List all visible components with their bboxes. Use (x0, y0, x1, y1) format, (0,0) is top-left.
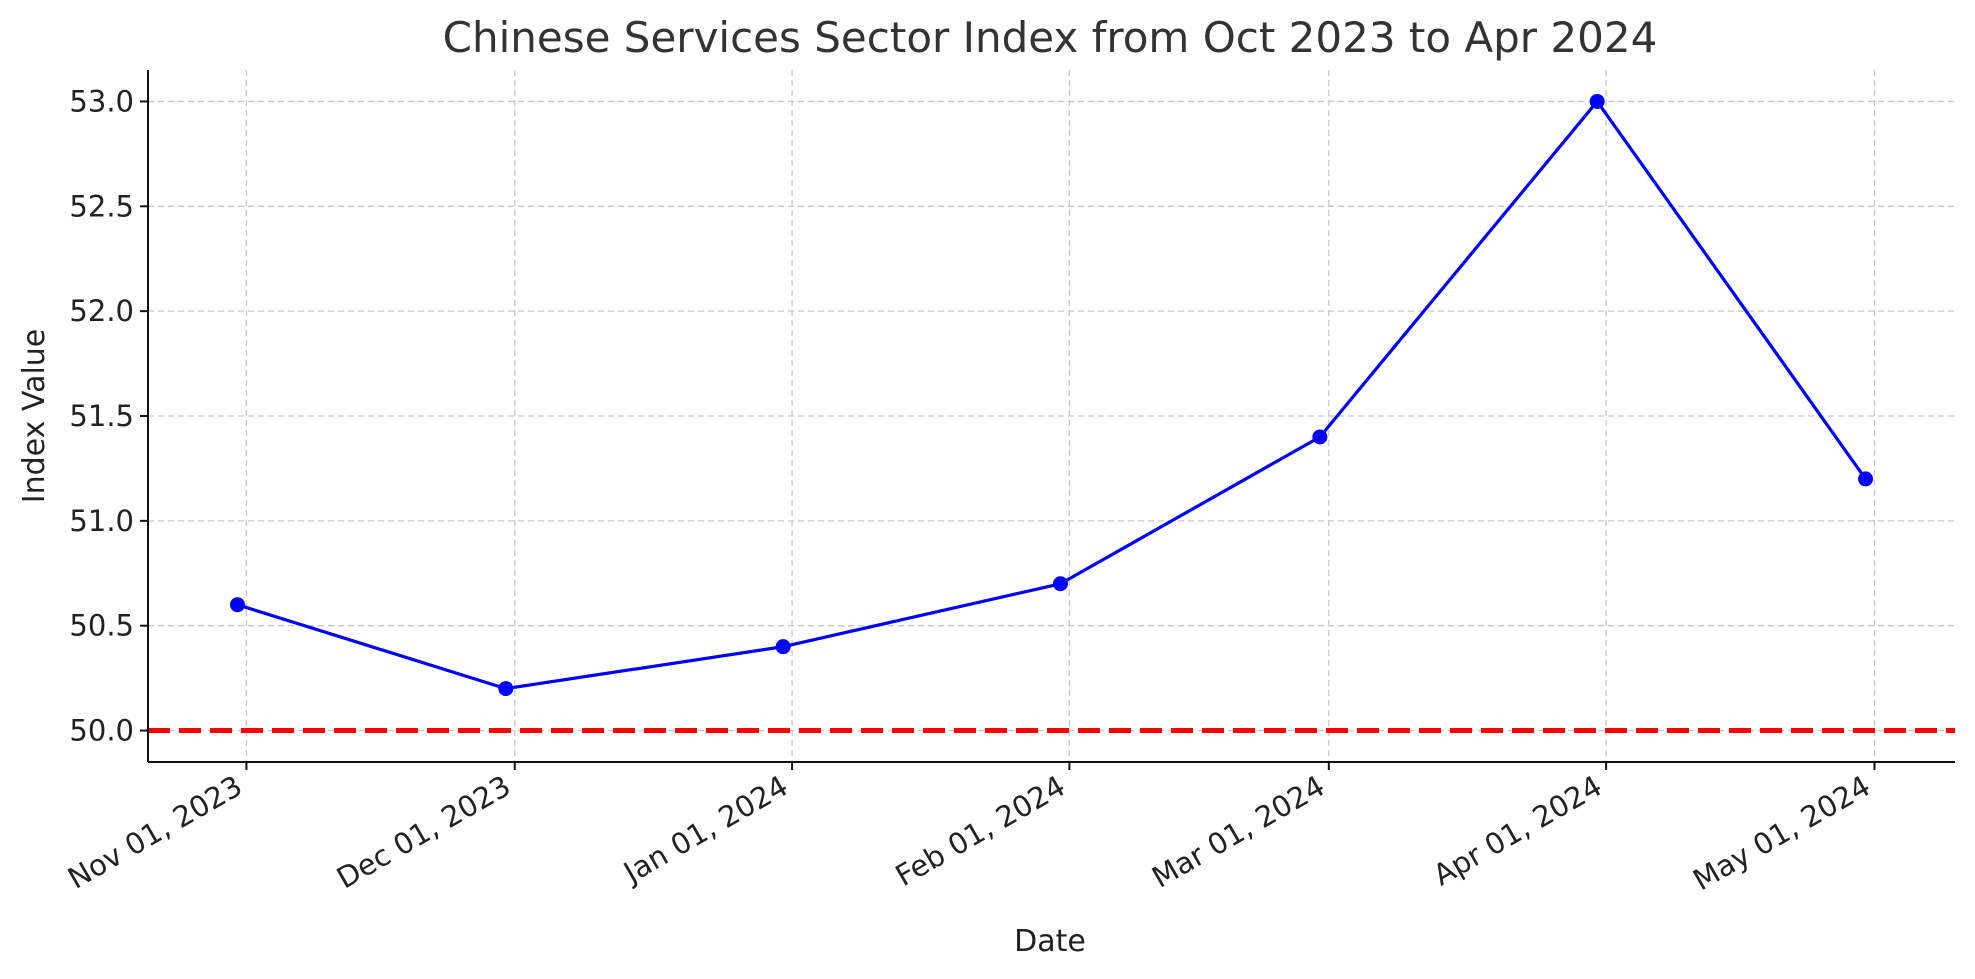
y-axis-label: Index Value (17, 329, 52, 504)
data-point (1589, 93, 1605, 109)
series-layer (229, 93, 1874, 697)
y-tick-label: 52.0 (69, 294, 134, 328)
y-tick-label: 51.0 (69, 504, 134, 538)
x-tick-label: Jan 01, 2024 (616, 769, 793, 891)
x-axis-label: Date (1014, 924, 1086, 959)
data-point (1052, 576, 1068, 592)
y-tick-label: 50.5 (69, 609, 134, 643)
x-tick-label: Feb 01, 2024 (890, 769, 1071, 893)
x-tick-label: Dec 01, 2023 (331, 769, 516, 896)
y-tick-label: 52.5 (69, 189, 134, 223)
data-point (498, 681, 514, 697)
data-point (1312, 429, 1328, 445)
series-line (236, 99, 1867, 691)
chart-title: Chinese Services Sector Index from Oct 2… (443, 13, 1658, 62)
y-tick-label: 53.0 (69, 84, 134, 118)
y-ticks: 50.0 50.5 51.0 51.5 52.0 52.5 53.0 (69, 84, 148, 748)
x-ticks: Nov 01, 2023 Dec 01, 2023 Jan 01, 2024 Feb … (62, 762, 1876, 897)
data-point (229, 597, 245, 613)
y-tick-label: 51.5 (69, 399, 134, 433)
x-tick-label: Apr 01, 2024 (1427, 769, 1607, 893)
x-tick-label: Nov 01, 2023 (62, 769, 248, 896)
grid (148, 70, 1955, 762)
data-point (1858, 471, 1874, 487)
y-tick-label: 50.0 (69, 714, 134, 748)
data-point (775, 639, 791, 655)
x-tick-label: May 01, 2024 (1687, 769, 1876, 898)
x-tick-label: Mar 01, 2024 (1146, 769, 1330, 895)
